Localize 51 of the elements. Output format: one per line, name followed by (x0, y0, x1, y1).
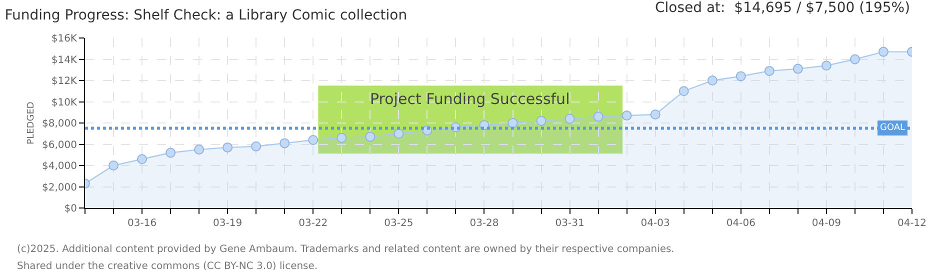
x-tick-label: 03-22 (298, 218, 328, 229)
point (736, 71, 746, 82)
x-tick-label: 03-31 (555, 218, 584, 229)
point (678, 86, 689, 96)
point (194, 144, 204, 155)
point (222, 142, 233, 152)
point (821, 60, 832, 71)
x-tick-label: 03-16 (128, 218, 157, 229)
x-tick-label: 03-25 (384, 218, 414, 229)
point (764, 66, 774, 76)
y-tick-label: $16K (51, 34, 78, 44)
x-tick-label: 03-19 (213, 218, 242, 229)
point (536, 116, 546, 126)
point (878, 46, 888, 57)
point (394, 128, 404, 139)
x-tick-label: 04-06 (726, 218, 756, 229)
point (336, 132, 347, 143)
y-tick-label: $6,000 (42, 140, 77, 151)
x-tick-label: 04-09 (812, 218, 841, 229)
point (792, 64, 803, 74)
x-tick-label: 04-12 (897, 218, 927, 229)
ref-line-label: GOAL (880, 123, 906, 133)
annotation: Project Funding Successful (370, 90, 570, 108)
point (508, 118, 518, 128)
y-tick-label: $2,000 (42, 182, 77, 194)
point (108, 160, 119, 170)
point (308, 135, 318, 145)
point (564, 114, 575, 124)
point (280, 138, 290, 148)
x-tick-label: 03-28 (470, 218, 499, 229)
point (593, 112, 604, 122)
y-tick-label: $4,000 (42, 161, 77, 172)
point (137, 154, 148, 164)
text: Shared under the creative commons (CC BY-NC 3.0) license. (17, 261, 318, 270)
y-tick-label: $10K (51, 97, 78, 108)
x-tick-label: 04-03 (640, 218, 670, 229)
point (251, 141, 262, 152)
point (365, 132, 376, 142)
y-tick-label: $0 (64, 204, 77, 214)
point (166, 148, 176, 158)
point (622, 110, 632, 121)
chart-title: Funding Progress: Shelf Check: a Library Comic collection (4, 7, 408, 24)
y-tick-label: $14K (51, 54, 78, 66)
point (650, 110, 660, 120)
point (850, 54, 860, 64)
point (707, 76, 718, 86)
text: (c)2025. Additional content provided by Gene Ambaum. Trademarks and related content are owned by their respective companies. (17, 244, 674, 255)
y-tick-label: $8,000 (42, 118, 77, 130)
y-tick-label: $12K (51, 76, 78, 87)
y-axis-title: PLEDGED (26, 102, 36, 144)
chart-subtitle: Closed at: $14,695 / $7,500 (195%) (655, 0, 910, 16)
